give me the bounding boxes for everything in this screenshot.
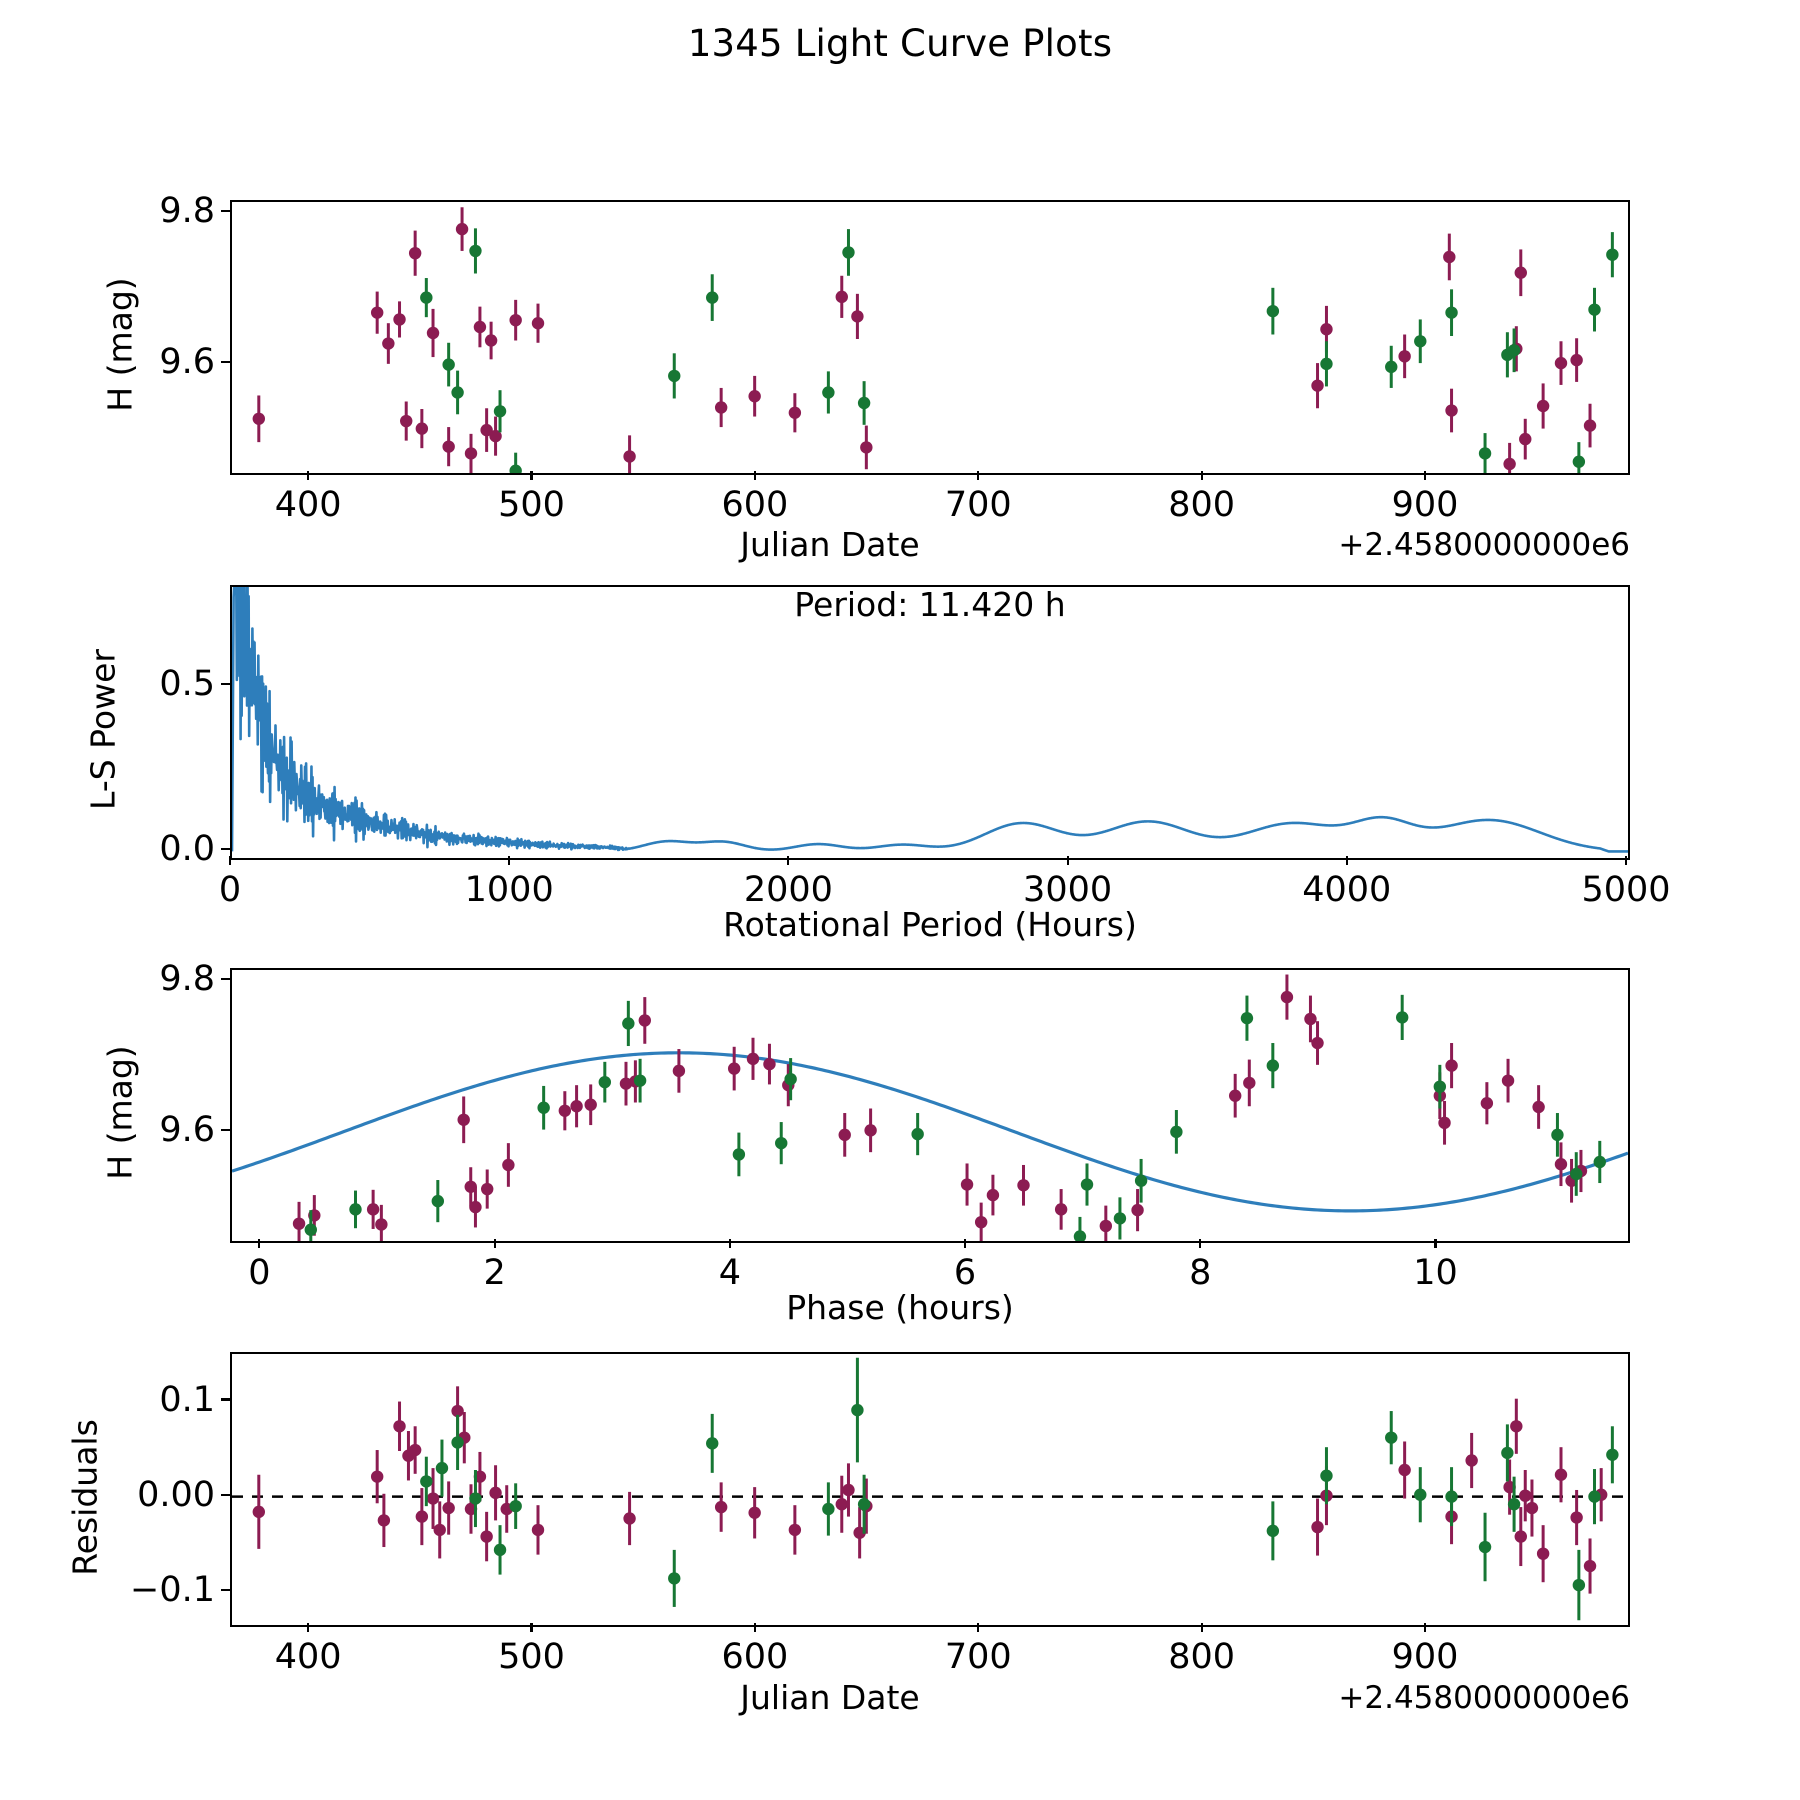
x-tick-label: 8 [1189,1253,1212,1293]
x-tick-mark [258,1239,261,1248]
x-tick-mark [307,1623,310,1632]
x-tick-label: 600 [721,485,789,525]
series-series_b [420,1357,1619,1621]
x-tick-label: 5000 [1581,870,1671,910]
x-tick-label: 800 [1168,1637,1236,1677]
x-tick-mark [530,1623,533,1632]
light-curve-xlabel: Julian Date [740,525,920,564]
x-tick-mark [963,1239,967,1248]
periodogram-ylabel: L-S Power [83,649,123,810]
x-tick-mark [530,471,533,480]
y-tick-label: 9.6 [159,1109,215,1150]
panel-residuals [230,1352,1630,1627]
x-tick-label: 2 [483,1253,506,1293]
x-tick-label: 700 [944,485,1012,525]
x-tick-label: 1000 [464,870,554,910]
x-tick-label: 4 [718,1253,741,1293]
y-tick-mark [221,1128,230,1131]
y-tick-label: −0.1 [130,1569,215,1610]
x-tick-label: 4000 [1302,870,1392,910]
x-tick-label: 10 [1413,1253,1458,1293]
x-tick-mark [307,471,310,480]
y-tick-mark [221,848,230,851]
x-tick-label: 400 [274,485,342,525]
figure-title: 1345 Light Curve Plots [687,22,1113,65]
x-tick-label: 900 [1391,485,1459,525]
y-tick-label: 0.5 [159,664,215,705]
x-tick-mark [228,856,232,865]
x-tick-mark [977,1623,980,1632]
x-tick-label: 0 [248,1253,271,1293]
y-tick-mark [221,360,230,363]
x-tick-mark [1423,471,1427,480]
x-tick-mark [1200,471,1203,480]
x-tick-label: 700 [944,1637,1012,1677]
x-tick-label: 0 [218,870,242,910]
x-tick-mark [508,856,511,865]
x-tick-mark [1345,856,1348,865]
x-tick-mark [1434,1239,1437,1248]
y-tick-mark [221,210,230,213]
x-tick-mark [787,856,790,865]
x-tick-mark [1423,1623,1427,1632]
light-curve-x-offset-text: +2.4580000000e6 [1338,527,1630,563]
x-tick-label: 3000 [1023,870,1113,910]
x-tick-mark [493,1239,496,1248]
x-tick-mark [1624,856,1628,865]
y-tick-mark [221,1493,230,1496]
x-tick-mark [753,1623,756,1632]
series-series_b [304,994,1606,1241]
series-series_a [252,207,1597,473]
series-series_a [292,974,1588,1241]
periodogram-plot-area[interactable] [230,585,1630,860]
x-tick-mark [728,1239,731,1248]
x-tick-mark [1199,1239,1202,1248]
residuals-xlabel: Julian Date [740,1678,920,1717]
period-annotation: Period: 11.420 h [794,585,1066,624]
x-tick-mark [1200,1623,1203,1632]
x-tick-label: 400 [274,1637,342,1677]
x-tick-mark [753,471,756,480]
panel-periodogram [230,585,1630,860]
y-tick-label: 0.1 [159,1379,215,1420]
y-tick-mark [221,683,230,686]
x-tick-label: 600 [721,1637,789,1677]
y-tick-label: 9.6 [159,341,215,382]
x-tick-label: 6 [953,1253,977,1293]
x-tick-label: 500 [498,485,565,525]
phase-folded-plot-area[interactable] [230,968,1630,1243]
y-tick-mark [221,1588,230,1591]
y-tick-label: 9.8 [159,959,215,1000]
y-tick-label: 9.8 [159,191,215,232]
x-tick-label: 900 [1391,1637,1459,1677]
x-tick-label: 800 [1168,485,1236,525]
residuals-plot-area[interactable] [230,1352,1630,1627]
x-tick-mark [1066,856,1069,865]
series-series_a [252,1386,1608,1594]
phase-folded-xlabel: Phase (hours) [786,1288,1014,1327]
x-tick-label: 500 [498,1637,565,1677]
x-tick-mark [977,471,980,480]
series-series_b [420,228,1619,473]
y-tick-mark [221,1398,230,1401]
y-tick-mark [221,978,230,981]
light-curve-plot-area[interactable] [230,200,1630,475]
y-tick-label: 0.00 [137,1474,215,1515]
panel-light-curve [230,200,1630,475]
panel-phase-folded [230,968,1630,1243]
x-tick-label: 2000 [743,870,833,910]
residuals-x-offset-text: +2.4580000000e6 [1338,1680,1630,1716]
periodogram-xlabel: Rotational Period (Hours) [723,905,1137,944]
y-tick-label: 0.0 [159,829,215,870]
